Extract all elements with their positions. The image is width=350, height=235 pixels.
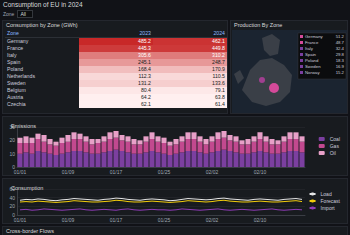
html-text:131.2: 131.2	[138, 80, 151, 86]
svg-text:Consumption: Consumption	[11, 185, 43, 191]
svg-text:18.3: 18.3	[336, 58, 345, 63]
html-text:France: France	[7, 45, 24, 51]
svg-text:01/25: 01/25	[158, 169, 171, 175]
html-text:63.8: 63.8	[214, 94, 225, 100]
html-text:168.4: 168.4	[138, 66, 151, 72]
svg-text:16.9: 16.9	[336, 64, 345, 69]
svg-text:01/17: 01/17	[110, 217, 123, 223]
svg-text:Italy: Italy	[305, 46, 314, 51]
svg-text:Germany: Germany	[305, 34, 324, 39]
html-text:Consumption by Zone (GWh): Consumption by Zone (GWh)	[6, 22, 78, 28]
html-text:Zone: Zone	[3, 11, 15, 17]
svg-text:01/09: 01/09	[62, 217, 75, 223]
html-text:170.9: 170.9	[212, 66, 225, 72]
svg-text:01/17: 01/17	[110, 169, 123, 175]
svg-text:Coal: Coal	[330, 136, 340, 142]
svg-text:France: France	[305, 40, 319, 45]
html-text:Germany: Germany	[7, 38, 29, 44]
svg-text:01/25: 01/25	[158, 217, 171, 223]
svg-text:0: 0	[12, 164, 15, 170]
html-text:Sweden: Sweden	[7, 80, 26, 86]
svg-text:Oil: Oil	[330, 150, 336, 156]
html-text:445.3: 445.3	[138, 45, 151, 51]
svg-text:Forecast: Forecast	[321, 198, 341, 204]
svg-text:02/10: 02/10	[254, 169, 267, 175]
html-text:61.4: 61.4	[214, 101, 225, 107]
html-text:Poland: Poland	[7, 66, 24, 72]
html-text:485.2: 485.2	[138, 38, 151, 44]
html-text:Cross-border Flows: Cross-border Flows	[6, 228, 54, 234]
svg-text:20: 20	[9, 137, 15, 143]
svg-text:29.8: 29.8	[336, 52, 345, 57]
html-text:248.7: 248.7	[212, 59, 225, 65]
html-text:112.3: 112.3	[138, 73, 151, 79]
html-text:Zone: Zone	[7, 30, 19, 36]
html-text:2024: 2024	[213, 30, 225, 36]
html-text:79.1: 79.1	[214, 87, 225, 93]
html-text:Consumption of EU in 2024: Consumption of EU in 2024	[3, 1, 83, 8]
html-text:Italy: Italy	[7, 52, 17, 58]
svg-text:01/01: 01/01	[14, 169, 27, 175]
svg-text:10: 10	[9, 151, 15, 157]
svg-text:48.7: 48.7	[336, 40, 345, 45]
svg-text:51.2: 51.2	[336, 34, 345, 39]
html-text:80.4: 80.4	[140, 87, 151, 93]
svg-text:Spain: Spain	[305, 52, 317, 57]
html-text:245.1: 245.1	[138, 59, 151, 65]
svg-text:02/02: 02/02	[206, 169, 219, 175]
html-text:Netherlands: Netherlands	[7, 73, 35, 79]
svg-text:01/09: 01/09	[62, 169, 75, 175]
svg-text:02/02: 02/02	[206, 217, 219, 223]
svg-text:Load: Load	[321, 191, 332, 197]
svg-text:15.2: 15.2	[336, 70, 345, 75]
html-text:310.2: 310.2	[212, 52, 225, 58]
svg-text:Import: Import	[321, 205, 336, 211]
html-text:133.6: 133.6	[212, 80, 225, 86]
svg-text:Sweden: Sweden	[305, 64, 321, 69]
html-text:305.6: 305.6	[138, 52, 151, 58]
html-text:462.1: 462.1	[212, 38, 225, 44]
html-text:62.1: 62.1	[140, 101, 151, 107]
html-text:Austria: Austria	[7, 94, 24, 100]
svg-text:01/01: 01/01	[14, 217, 27, 223]
html-text:64.2: 64.2	[140, 94, 151, 100]
svg-text:02/10: 02/10	[254, 217, 267, 223]
html-text:Czechia: Czechia	[7, 101, 26, 107]
svg-text:Emissions: Emissions	[11, 123, 36, 129]
html-text:Belgium: Belgium	[7, 87, 26, 93]
svg-text:32.4: 32.4	[336, 46, 345, 51]
html-text:110.5: 110.5	[212, 73, 225, 79]
svg-text:0: 0	[12, 212, 15, 218]
svg-text:20: 20	[9, 203, 15, 209]
html-text:449.8: 449.8	[212, 45, 225, 51]
html-text:All: All	[20, 11, 26, 17]
html-text:Production By Zone: Production By Zone	[234, 22, 283, 28]
html-text:2023: 2023	[139, 30, 151, 36]
html-text:Spain: Spain	[7, 59, 21, 65]
svg-text:Norway: Norway	[305, 70, 320, 75]
svg-text:Poland: Poland	[305, 58, 319, 63]
svg-text:40: 40	[9, 195, 15, 201]
svg-text:Gas: Gas	[330, 143, 340, 149]
